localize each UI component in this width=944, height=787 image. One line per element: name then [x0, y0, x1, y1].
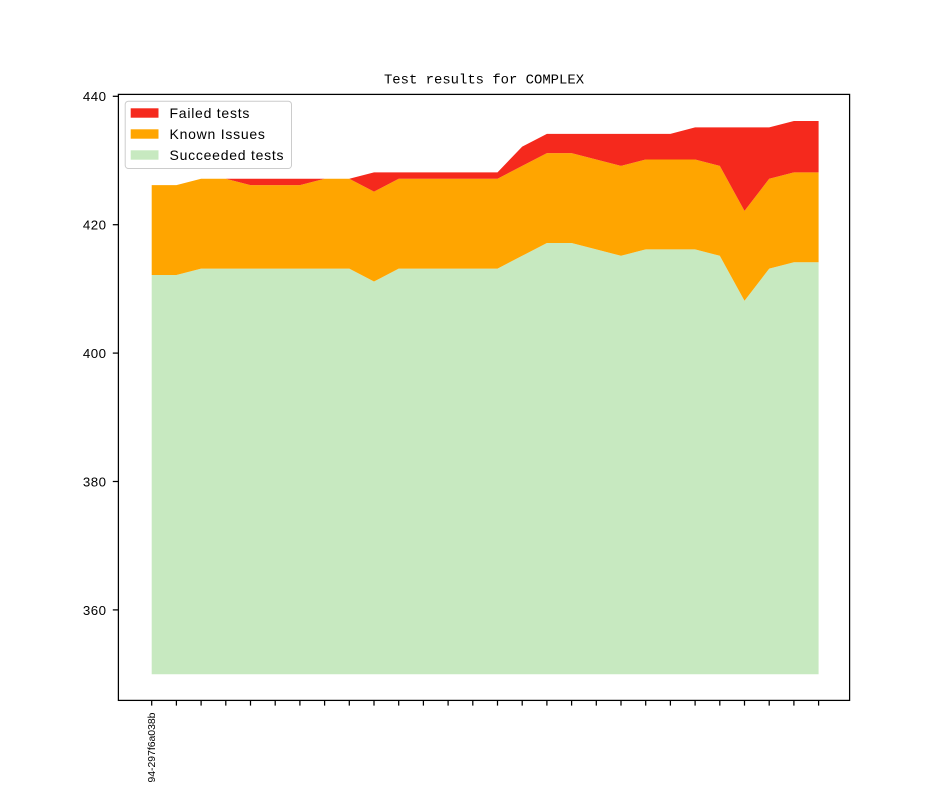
svg-text:440: 440: [83, 89, 107, 104]
svg-text:94-297f6a038b: 94-297f6a038b: [147, 712, 158, 782]
svg-text:Test results for COMPLEX: Test results for COMPLEX: [384, 73, 585, 89]
svg-text:380: 380: [83, 474, 107, 489]
svg-text:360: 360: [83, 603, 107, 618]
svg-text:Failed tests: Failed tests: [170, 105, 251, 121]
svg-text:400: 400: [83, 346, 107, 361]
svg-text:420: 420: [83, 218, 107, 233]
svg-text:Known Issues: Known Issues: [170, 126, 266, 142]
svg-text:Succeeded tests: Succeeded tests: [170, 147, 285, 163]
